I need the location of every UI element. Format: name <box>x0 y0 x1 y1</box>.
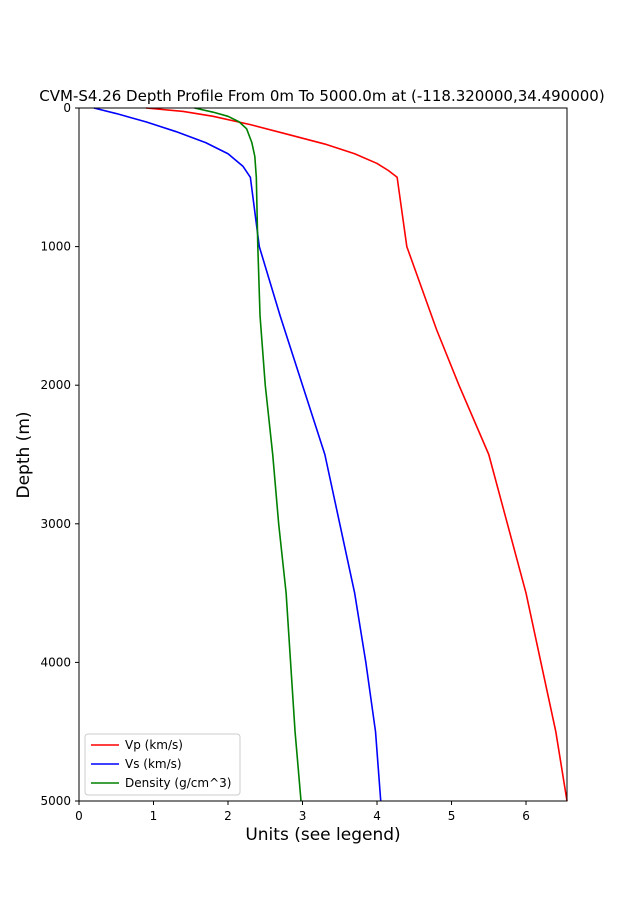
x-tick-label: 1 <box>150 809 158 823</box>
x-axis-label: Units (see legend) <box>245 825 400 845</box>
y-tick-label: 0 <box>63 101 71 115</box>
y-tick-label: 3000 <box>40 517 71 531</box>
legend-label: Vs (km/s) <box>125 757 182 771</box>
x-tick-label: 3 <box>299 809 307 823</box>
x-tick-label: 4 <box>373 809 381 823</box>
y-tick-label: 4000 <box>40 655 71 669</box>
plot-frame <box>78 107 568 802</box>
x-tick-label: 6 <box>522 809 530 823</box>
series-line-2 <box>93 107 382 802</box>
series-line-1 <box>145 107 568 802</box>
x-tick-label: 2 <box>224 809 232 823</box>
series-line-3 <box>194 107 302 802</box>
x-tick-label: 5 <box>448 809 456 823</box>
y-tick-label: 2000 <box>40 378 71 392</box>
legend-label: Density (g/cm^3) <box>125 776 231 790</box>
x-tick-label: 0 <box>75 809 83 823</box>
y-tick-label: 5000 <box>40 794 71 808</box>
chart-title: CVM-S4.26 Depth Profile From 0m To 5000.… <box>39 87 604 105</box>
y-tick-label: 1000 <box>40 240 71 254</box>
legend: Vp (km/s) Vs (km/s) Density (g/cm^3) <box>84 733 241 796</box>
y-axis-label: Depth (m) <box>14 411 34 498</box>
legend-label: Vp (km/s) <box>125 738 183 752</box>
legend-box <box>84 733 241 796</box>
